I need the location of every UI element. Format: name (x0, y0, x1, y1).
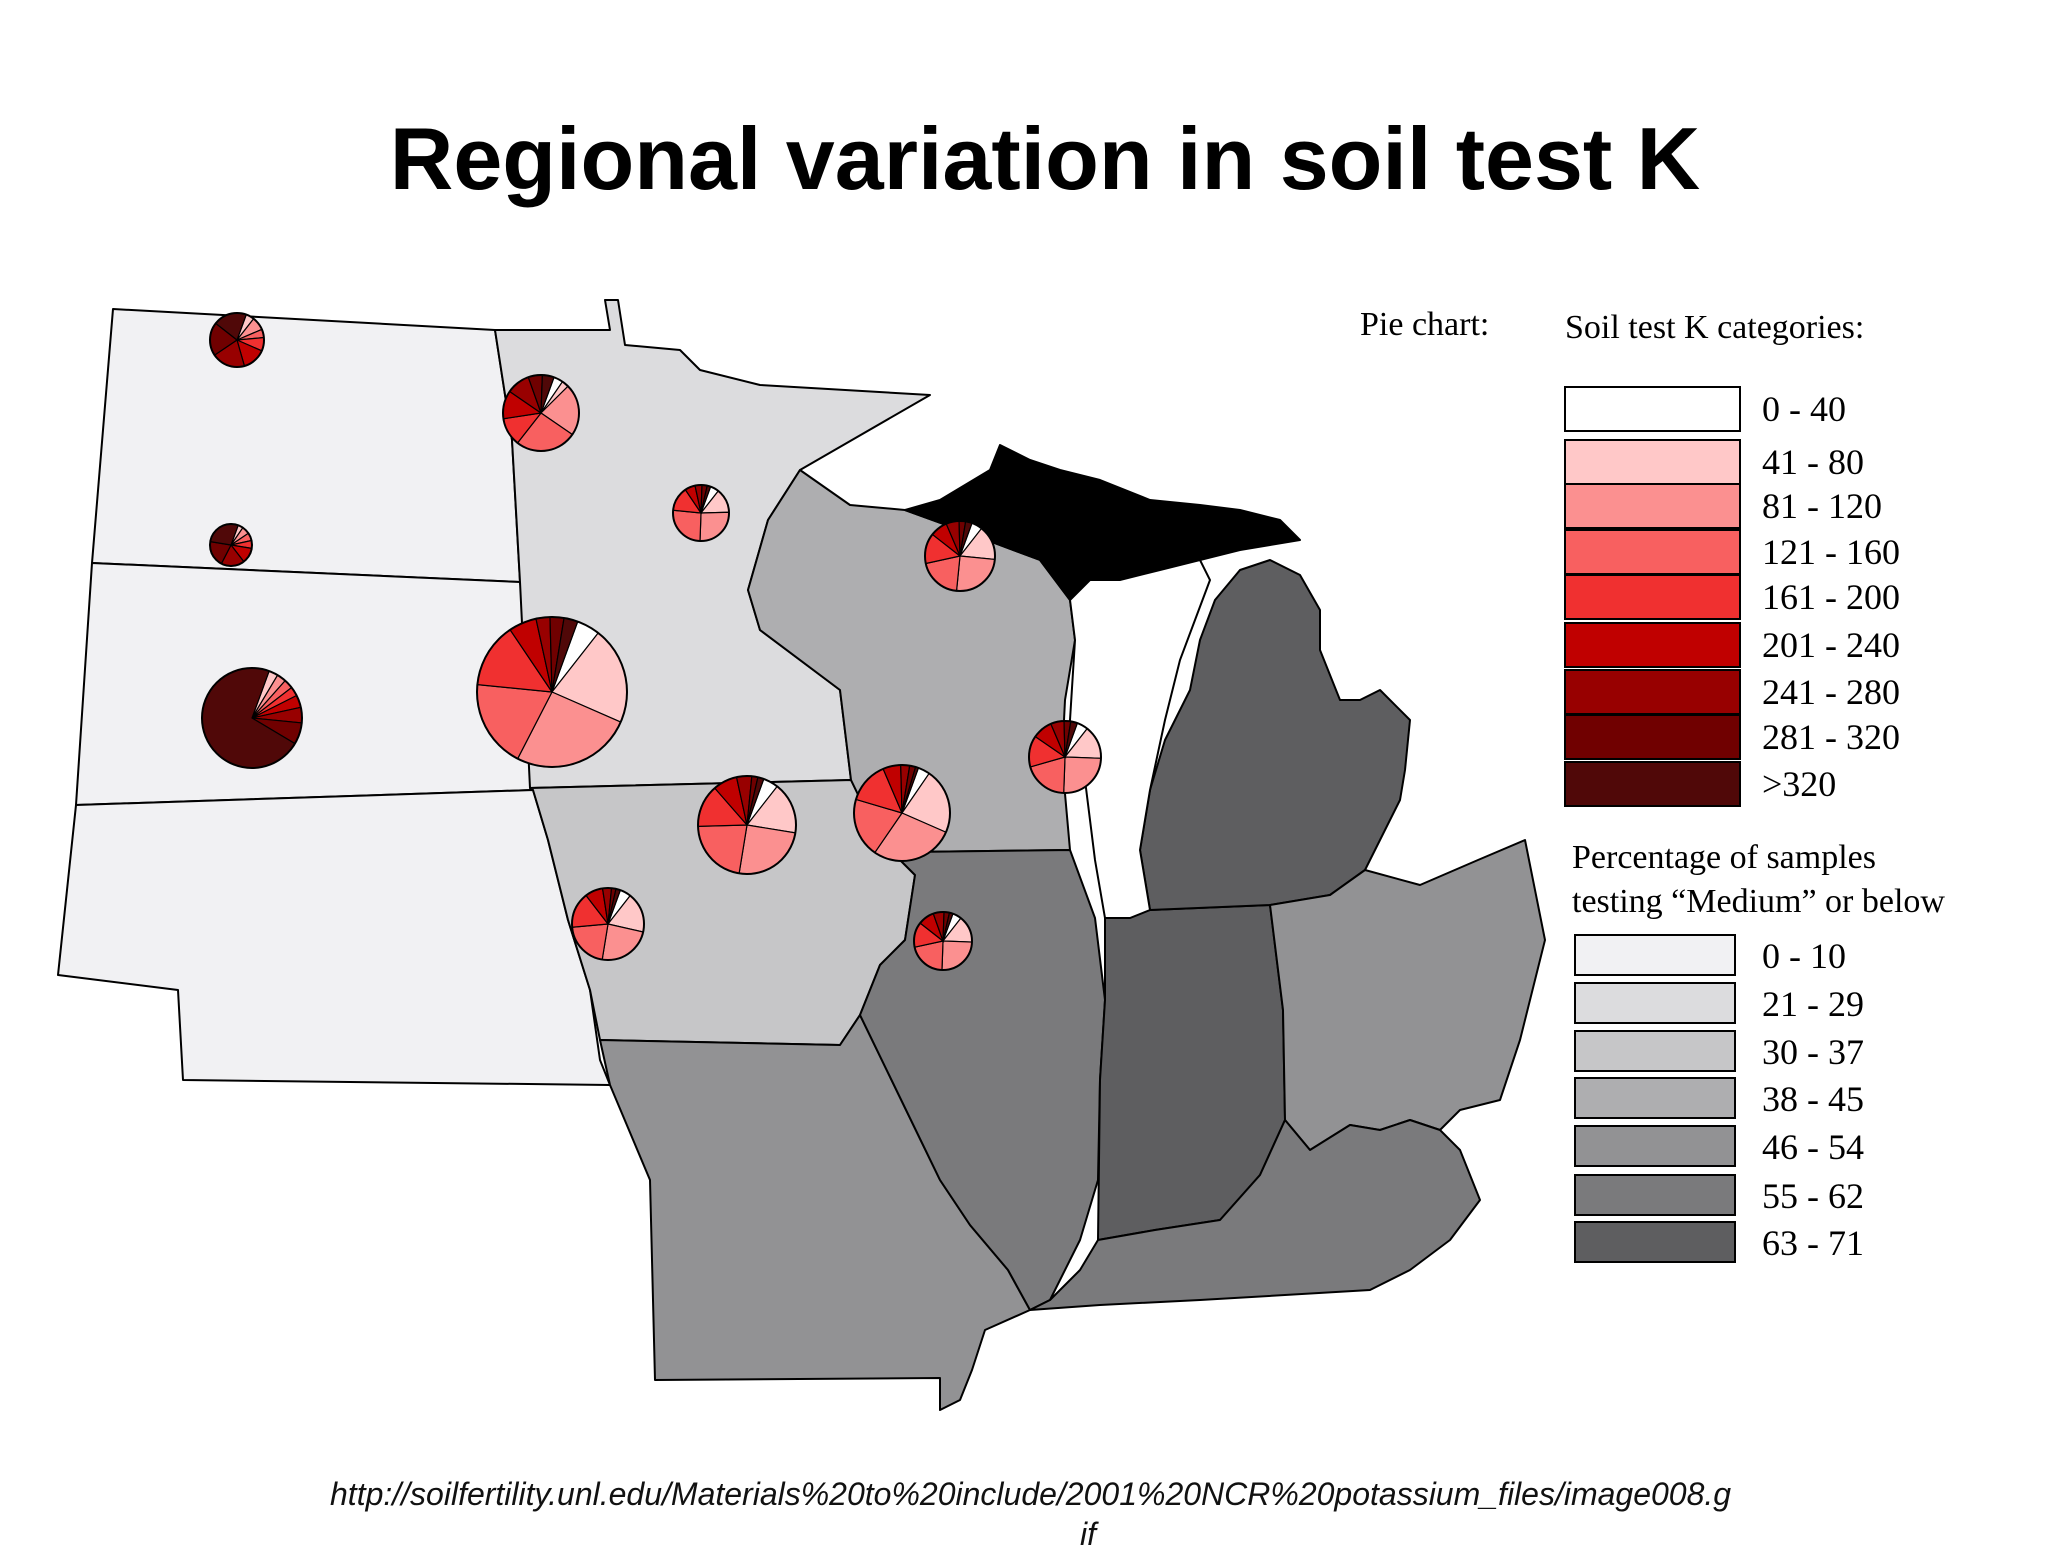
pie-outline-iowa (476, 616, 628, 768)
source-url-line1: http://soilfertility.unl.edu/Materials%2… (330, 1476, 1732, 1512)
pie-kentucky (913, 911, 973, 971)
pct-swatch-4 (1574, 1125, 1736, 1167)
pie-minnesota (502, 374, 580, 452)
k-label-1: 41 - 80 (1762, 442, 1864, 482)
pct-swatch-1 (1574, 982, 1736, 1024)
pct-label-5: 55 - 62 (1762, 1176, 1864, 1216)
pie-indiana (853, 764, 951, 862)
source-url[interactable]: http://soilfertility.unl.edu/Materials%2… (330, 1474, 1830, 1554)
slide-title: Regional variation in soil test K (389, 109, 1701, 208)
pie-ohio (1028, 720, 1102, 794)
pie-outline-north-dakota (209, 312, 265, 368)
pct-label-2: 30 - 37 (1762, 1032, 1864, 1072)
state-kentucky (1029, 1119, 1481, 1311)
k-swatch-3 (1564, 529, 1741, 575)
k-label-8: >320 (1762, 764, 1836, 804)
pie-michigan (924, 520, 996, 592)
k-label-7: 281 - 320 (1762, 717, 1900, 757)
pie-north-dakota (209, 312, 265, 368)
pie-outline-south-dakota (209, 523, 253, 567)
pie-outline-nebraska (201, 667, 303, 769)
pie-missouri (571, 887, 645, 961)
pie-outline-kentucky (913, 911, 973, 971)
pct-label-3: 38 - 45 (1762, 1079, 1864, 1119)
pct-label-0: 0 - 10 (1762, 936, 1846, 976)
pie-outline-ohio (1028, 720, 1102, 794)
pct-heading-line2: testing “Medium” or below (1572, 883, 1945, 920)
pie-outline-michigan (924, 520, 996, 592)
k-label-0: 0 - 40 (1762, 389, 1846, 429)
pct-label-4: 46 - 54 (1762, 1127, 1864, 1167)
pct-swatch-2 (1574, 1030, 1736, 1072)
k-swatch-2 (1564, 483, 1741, 529)
pct-swatch-3 (1574, 1077, 1736, 1119)
pie-nebraska (201, 667, 303, 769)
pie-outline-illinois (697, 775, 797, 875)
pie-iowa (476, 616, 628, 768)
k-label-6: 241 - 280 (1762, 672, 1900, 712)
state-south-dakota (75, 562, 534, 806)
k-label-2: 81 - 120 (1762, 486, 1882, 526)
pie-south-dakota (209, 523, 253, 567)
k-swatch-1 (1564, 439, 1741, 485)
k-swatch-6 (1564, 669, 1741, 715)
pie-wisconsin (672, 484, 730, 542)
pct-label-1: 21 - 29 (1762, 984, 1864, 1024)
pie-outline-missouri (571, 887, 645, 961)
pct-swatch-6 (1574, 1221, 1736, 1263)
pie-outline-indiana (853, 764, 951, 862)
k-swatch-0 (1564, 386, 1741, 432)
pct-heading-line1: Percentage of samples (1572, 839, 1876, 876)
source-url-line2: if (1080, 1516, 1096, 1552)
k-swatch-8 (1564, 761, 1741, 807)
state-michigan (1139, 559, 1411, 911)
pie-illinois (697, 775, 797, 875)
k-swatch-4 (1564, 574, 1741, 620)
k-label-4: 161 - 200 (1762, 577, 1900, 617)
k-categories-heading: Soil test K categories: (1565, 309, 1864, 346)
pie-chart-heading: Pie chart: (1360, 306, 1489, 343)
k-swatch-5 (1564, 622, 1741, 668)
lake-michigan (1068, 558, 1212, 919)
pct-label-6: 63 - 71 (1762, 1223, 1864, 1263)
state-north-dakota (91, 308, 521, 583)
k-label-3: 121 - 160 (1762, 532, 1900, 572)
pie-outline-minnesota (502, 374, 580, 452)
state-nebraska (57, 789, 611, 1086)
k-label-5: 201 - 240 (1762, 625, 1900, 665)
pie-outline-wisconsin (672, 484, 730, 542)
pct-swatch-0 (1574, 934, 1736, 976)
pct-swatch-5 (1574, 1174, 1736, 1216)
k-swatch-7 (1564, 714, 1741, 760)
